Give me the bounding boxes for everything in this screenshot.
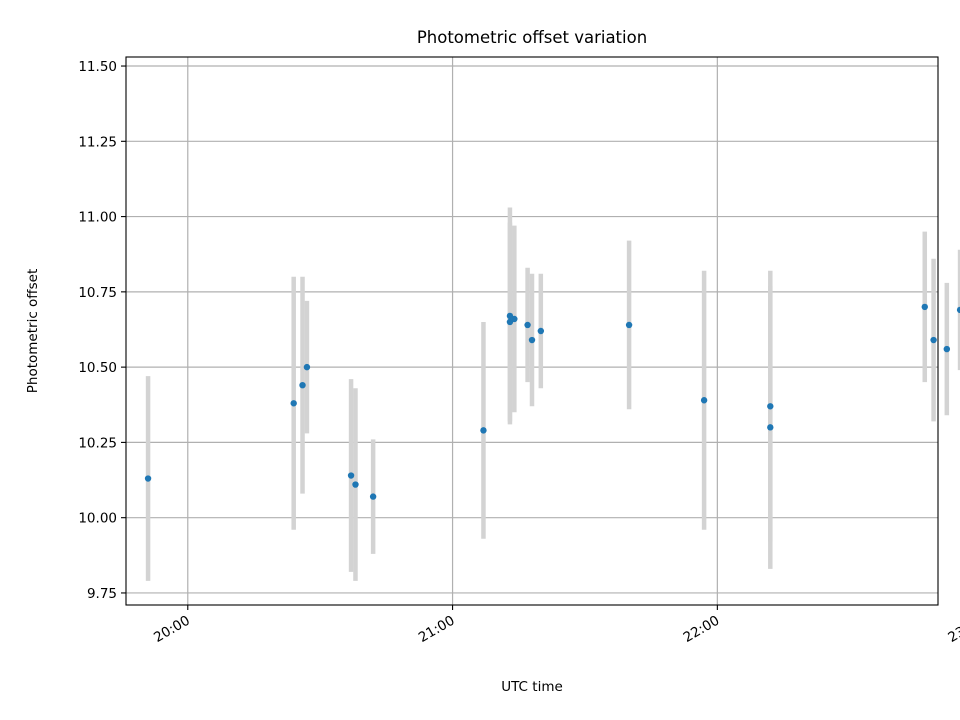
y-tick-label: 11.25 <box>78 134 117 150</box>
data-point <box>767 403 774 410</box>
data-point <box>625 321 633 329</box>
data-point <box>537 327 545 335</box>
data-point <box>480 427 487 434</box>
y-axis-label: Photometric offset <box>25 269 41 393</box>
plot-frame <box>125 56 939 606</box>
data-point <box>299 381 306 389</box>
data-point <box>700 397 708 404</box>
data-point <box>347 472 355 479</box>
y-tick-label: 10.75 <box>78 285 117 301</box>
data-point <box>767 424 774 431</box>
y-tick-label: 10.50 <box>78 360 117 376</box>
x-axis-label: UTC time <box>501 679 563 695</box>
data-point <box>352 481 359 488</box>
data-point <box>930 336 937 344</box>
y-tick-label: 11.50 <box>78 59 117 75</box>
data-point <box>290 400 297 407</box>
y-tick-label: 10.25 <box>78 435 117 451</box>
data-points <box>144 303 960 500</box>
data-point <box>921 303 928 311</box>
data-point <box>511 315 518 323</box>
data-point <box>144 475 152 482</box>
y-tick-label: 9.75 <box>87 586 117 602</box>
data-point <box>303 363 311 371</box>
y-tick-label: 10.00 <box>78 511 117 527</box>
data-point <box>528 336 536 344</box>
y-tick-label: 11.00 <box>78 210 117 226</box>
data-point <box>369 493 377 500</box>
data-point <box>524 321 531 329</box>
data-point <box>943 345 951 353</box>
data-point <box>956 306 960 314</box>
chart-title: Photometric offset variation <box>417 28 647 47</box>
